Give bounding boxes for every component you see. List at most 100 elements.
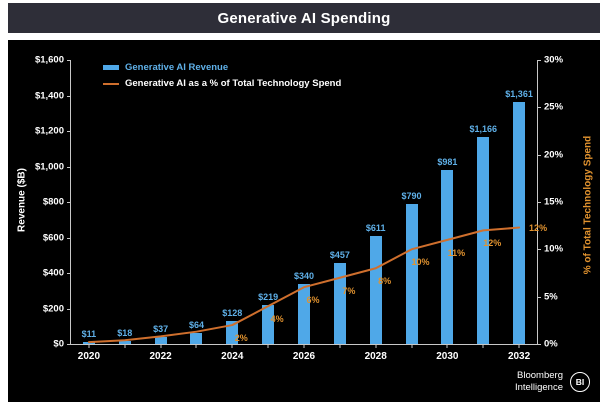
right-tick-label: 15% <box>544 196 564 208</box>
pct-label: 6% <box>306 295 320 306</box>
pct-label: 7% <box>342 285 356 296</box>
chart: Revenue ($B) % of Total Technology Spend… <box>8 40 600 402</box>
bar-value-label: $219 <box>258 292 279 303</box>
branding-text: Bloomberg Intelligence <box>515 370 563 394</box>
right-tick <box>537 202 541 203</box>
bar-value-label: $457 <box>329 249 350 260</box>
bar-value-label: $11 <box>81 329 97 340</box>
x-tick <box>124 344 126 348</box>
left-tick <box>67 95 71 97</box>
pct-label: 11% <box>447 247 466 258</box>
bar-series-marker-icon <box>103 65 119 70</box>
left-tick-label: $400 <box>42 267 64 279</box>
bar-2021 <box>118 340 131 344</box>
x-tick-label: 2024 <box>221 351 244 362</box>
left-tick-label: $1,600 <box>34 54 64 66</box>
right-tick-label: 0% <box>544 338 558 350</box>
x-tick <box>303 344 305 348</box>
right-tick <box>537 296 541 298</box>
page-title-bar: Generative AI Spending <box>8 3 600 33</box>
pct-label: 2% <box>234 333 248 344</box>
right-tick-label: 20% <box>544 149 564 161</box>
bar-value-label: $981 <box>437 156 458 167</box>
x-tick-label: 2026 <box>292 351 316 362</box>
page-title: Generative AI Spending <box>217 9 391 27</box>
bar-2028 <box>369 235 382 344</box>
right-tick-label: 10% <box>544 243 564 255</box>
left-tick <box>67 344 71 345</box>
x-tick <box>160 344 162 348</box>
bar-2029 <box>405 203 418 344</box>
left-tick <box>67 308 71 310</box>
left-tick <box>67 237 71 239</box>
bar-value-label: $37 <box>153 324 169 335</box>
right-tick-label: 5% <box>544 291 558 303</box>
left-tick-label: $1,200 <box>34 125 64 137</box>
right-tick <box>537 107 541 109</box>
left-tick <box>67 202 71 203</box>
bar-value-label: $18 <box>117 327 133 338</box>
x-tick <box>88 344 90 348</box>
x-tick <box>482 344 484 348</box>
bar-value-label: $1,166 <box>469 124 497 135</box>
line-series-marker-icon <box>103 82 119 85</box>
bar-2026 <box>298 283 310 344</box>
plot-area: Generative AI Revenue Generative AI as a… <box>35 55 563 363</box>
x-tick <box>339 344 341 348</box>
bar-value-label: $790 <box>401 190 422 201</box>
branding-line2: Intelligence <box>514 382 563 394</box>
left-tick-label: $0 <box>53 338 64 350</box>
x-tick <box>195 344 197 348</box>
bar-2025 <box>262 305 275 344</box>
bar-2031 <box>477 137 490 344</box>
left-tick <box>67 166 71 168</box>
left-tick <box>67 131 71 132</box>
branding-line1: Bloomberg <box>517 370 563 382</box>
x-tick-label: 2028 <box>364 351 387 362</box>
left-tick <box>67 60 71 61</box>
left-tick-label: $600 <box>42 232 64 243</box>
right-tick-label: 30% <box>544 54 564 66</box>
legend-label-pct: Generative AI as a % of Total Technology… <box>125 78 342 89</box>
right-tick <box>537 249 541 251</box>
bar-value-label: $64 <box>188 319 204 330</box>
bar-2027 <box>333 262 346 344</box>
left-tick <box>67 273 71 274</box>
legend: Generative AI Revenue Generative AI as a… <box>103 62 341 94</box>
x-tick <box>446 344 448 348</box>
left-axis-title: Revenue ($B) <box>16 168 28 232</box>
bar-2030 <box>441 169 454 344</box>
bloomberg-intelligence-branding: Bloomberg Intelligence BI <box>515 370 590 394</box>
legend-item-pct: Generative AI as a % of Total Technology… <box>103 78 341 89</box>
left-tick-label: $1,400 <box>34 90 64 101</box>
pct-line <box>87 226 521 344</box>
left-tick-label: $800 <box>42 196 64 208</box>
pct-label: 12% <box>529 222 548 233</box>
x-tick <box>518 344 520 348</box>
pct-label: 4% <box>270 314 284 325</box>
x-tick-label: 2020 <box>77 351 101 362</box>
x-tick <box>375 344 377 348</box>
x-tick <box>411 344 413 348</box>
bar-2022 <box>154 337 167 344</box>
bi-logo-icon: BI <box>570 372 590 393</box>
bar-value-label: $340 <box>293 270 315 281</box>
bar-value-label: $1,361 <box>505 89 533 100</box>
left-tick-label: $200 <box>42 303 64 314</box>
pct-label: 8% <box>378 276 392 287</box>
bar-value-label: $611 <box>365 222 386 233</box>
left-tick-label: $1,000 <box>34 161 64 172</box>
bar-value-label: $128 <box>222 308 243 319</box>
x-tick-label: 2032 <box>507 351 531 362</box>
legend-item-revenue: Generative AI Revenue <box>103 62 341 73</box>
right-tick <box>537 60 541 61</box>
right-axis-title: % of Total Technology Spend <box>582 135 594 275</box>
pct-label: 12% <box>483 238 502 249</box>
bar-2023 <box>190 332 203 344</box>
right-tick-label: 25% <box>544 101 564 113</box>
right-tick <box>537 344 541 345</box>
x-tick <box>231 344 233 348</box>
bar-2024 <box>226 321 239 344</box>
right-tick <box>537 154 541 156</box>
legend-label-revenue: Generative AI Revenue <box>125 62 229 73</box>
